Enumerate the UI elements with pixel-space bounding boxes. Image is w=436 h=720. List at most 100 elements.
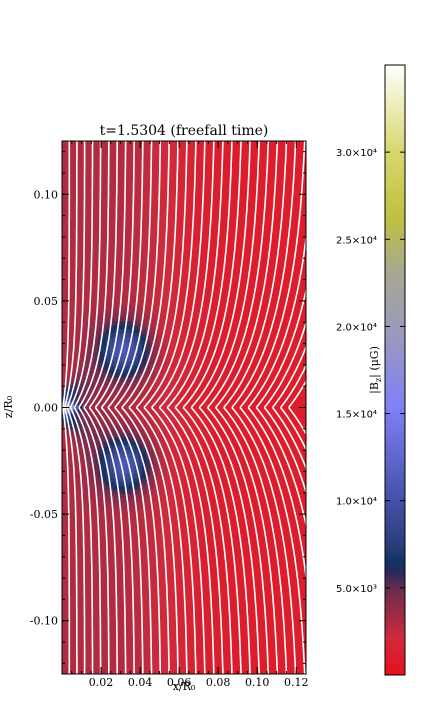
heatmap-cell: [178, 233, 183, 238]
heatmap-cell: [138, 169, 143, 174]
heatmap-cell: [190, 361, 195, 367]
heatmap-cell: [110, 589, 115, 595]
heatmap-cell: [74, 385, 79, 391]
heatmap-cell: [126, 669, 131, 674]
heatmap-cell: [122, 489, 127, 495]
heatmap-cell: [82, 469, 87, 475]
heatmap-cell: [206, 189, 211, 194]
heatmap-cell: [162, 317, 167, 322]
heatmap-cell: [198, 209, 203, 214]
heatmap-cell: [146, 645, 151, 651]
heatmap-cell: [174, 265, 179, 270]
heatmap-cell: [158, 541, 163, 547]
heatmap-cell: [198, 385, 203, 391]
heatmap-cell: [150, 445, 155, 451]
heatmap-cell: [126, 421, 131, 427]
heatmap-cell: [110, 369, 115, 375]
heatmap-cell: [74, 501, 79, 507]
heatmap-cell: [202, 609, 207, 615]
heatmap-cell: [78, 161, 83, 166]
heatmap-cell: [202, 541, 207, 547]
heatmap-cell: [142, 173, 147, 178]
heatmap-cell: [186, 521, 191, 527]
heatmap-cell: [62, 353, 67, 359]
heatmap-cell: [138, 461, 143, 467]
heatmap-cell: [170, 161, 175, 166]
heatmap-cell: [154, 497, 159, 503]
heatmap-cell: [162, 669, 167, 674]
heatmap-cell: [150, 177, 155, 182]
heatmap-cell: [194, 617, 199, 623]
heatmap-cell: [186, 501, 191, 507]
heatmap-cell: [162, 177, 167, 182]
heatmap-cell: [158, 357, 163, 363]
heatmap-cell: [118, 237, 123, 242]
heatmap-cell: [78, 325, 83, 330]
heatmap-cell: [178, 193, 183, 198]
heatmap-cell: [162, 337, 167, 342]
heatmap-cell: [190, 369, 195, 375]
heatmap-cell: [126, 333, 131, 338]
heatmap-cell: [102, 645, 107, 651]
heatmap-cell: [174, 165, 179, 170]
heatmap-cell: [74, 489, 79, 495]
heatmap-cell: [202, 613, 207, 619]
heatmap-cell: [198, 449, 203, 455]
heatmap-cell: [210, 397, 215, 403]
heatmap-cell: [174, 329, 179, 334]
heatmap-cell: [78, 145, 83, 150]
heatmap-cell: [202, 581, 207, 587]
heatmap-cell: [210, 385, 215, 391]
heatmap-cell: [150, 561, 155, 567]
heatmap-cell: [178, 313, 183, 318]
heatmap-cell: [174, 253, 179, 258]
heatmap-cell: [190, 665, 195, 671]
heatmap-cell: [94, 461, 99, 467]
heatmap-cell: [158, 453, 163, 459]
heatmap-cell: [194, 269, 199, 274]
heatmap-cell: [170, 301, 175, 306]
heatmap-cell: [202, 533, 207, 539]
heatmap-cell: [166, 349, 171, 354]
heatmap-cell: [170, 637, 175, 643]
heatmap-cell: [90, 321, 95, 326]
heatmap-cell: [170, 485, 175, 491]
heatmap-cell: [194, 425, 199, 431]
heatmap-cell: [62, 453, 67, 459]
heatmap-cell: [62, 553, 67, 559]
heatmap-cell: [178, 517, 183, 523]
heatmap-cell: [170, 657, 175, 663]
heatmap-cell: [170, 305, 175, 310]
heatmap-cell: [150, 413, 155, 419]
heatmap-cell: [134, 533, 139, 539]
heatmap-cell: [182, 521, 187, 527]
heatmap-cell: [186, 629, 191, 635]
heatmap-cell: [106, 409, 111, 415]
heatmap-cell: [194, 561, 199, 567]
heatmap-cell: [102, 349, 107, 354]
heatmap-cell: [190, 629, 195, 635]
heatmap-cell: [186, 489, 191, 495]
heatmap-cell: [194, 221, 199, 226]
heatmap-cell: [158, 385, 163, 391]
heatmap-cell: [78, 249, 83, 254]
heatmap-cell: [162, 581, 167, 587]
heatmap-cell: [126, 537, 131, 543]
heatmap-cell: [186, 349, 191, 354]
heatmap-cell: [82, 353, 87, 359]
heatmap-cell: [78, 649, 83, 655]
heatmap-cell: [146, 221, 151, 226]
heatmap-cell: [210, 309, 215, 314]
heatmap-cell: [78, 485, 83, 491]
heatmap-cell: [154, 273, 159, 278]
heatmap-cell: [206, 281, 211, 286]
heatmap-cell: [86, 497, 91, 503]
heatmap-cell: [94, 453, 99, 459]
heatmap-cell: [134, 469, 139, 475]
heatmap-cell: [154, 173, 159, 178]
heatmap-cell: [154, 317, 159, 322]
heatmap-cell: [66, 601, 71, 607]
heatmap-cell: [142, 669, 147, 674]
heatmap-cell: [194, 609, 199, 615]
heatmap-cell: [138, 597, 143, 603]
